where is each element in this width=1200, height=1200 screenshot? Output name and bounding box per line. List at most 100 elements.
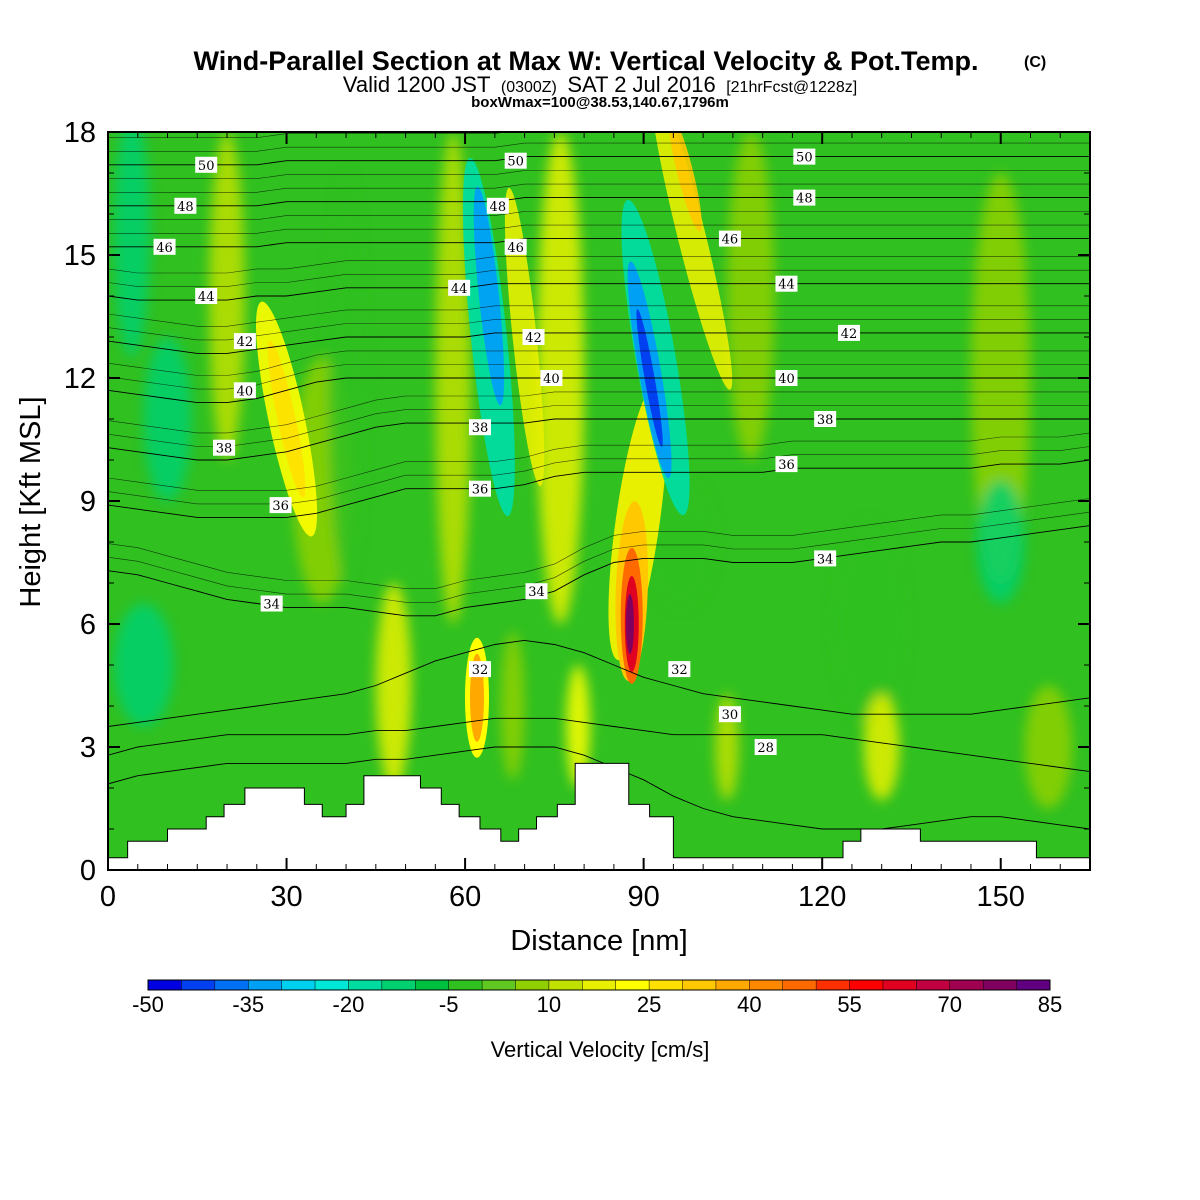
contour-label: 36 [468, 480, 491, 498]
colorbar-swatch [248, 980, 283, 990]
field-band [834, 521, 906, 727]
valid-date: SAT 2 Jul 2016 [567, 72, 715, 97]
colorbar-swatch [749, 980, 784, 990]
colorbar-tick-label: -5 [439, 992, 459, 1017]
velocity-cells [256, 132, 733, 758]
contour-label: 38 [213, 439, 236, 457]
colorbar-swatch [782, 980, 817, 990]
field-band [500, 632, 525, 780]
contour-label-text: 32 [472, 663, 489, 678]
x-tick-label: 120 [798, 881, 846, 913]
theta-contour-minor [108, 364, 1090, 390]
theta-contour-minor [108, 391, 1090, 434]
contour-label-box [504, 238, 527, 255]
field-band [143, 337, 192, 501]
theta-contour [108, 746, 1090, 830]
field-band [113, 132, 150, 358]
contour-label-box [754, 739, 777, 755]
contour-label-text: 44 [198, 290, 215, 305]
y-tick-label: 0 [80, 855, 96, 887]
valid-utc: (0300Z) [501, 79, 557, 96]
theta-contour [108, 639, 1090, 727]
contour-label-box [775, 275, 798, 292]
contour-label: 34 [525, 583, 548, 600]
theta-contour [108, 283, 1090, 301]
contour-label-box [153, 238, 176, 255]
theta-contour-minor [108, 269, 1090, 287]
theta-contour-minor [108, 319, 1090, 341]
contour-label: 36 [269, 497, 292, 514]
contour-label: 44 [775, 275, 798, 293]
theta-contour-minor [108, 142, 1090, 152]
contour-label-text: 30 [722, 708, 739, 723]
valid-line: Valid 1200 JST (0300Z) SAT 2 Jul 2016 [2… [343, 72, 857, 97]
contour-label-text: 36 [472, 483, 489, 498]
colorbar-swatch [816, 980, 851, 990]
theta-contour-minor [108, 305, 1090, 327]
colorbar-label: Vertical Velocity [cm/s] [491, 1037, 710, 1062]
contour-label: 48 [486, 197, 509, 215]
theta-contour-minor [108, 132, 509, 138]
contour-label-text: 46 [156, 241, 173, 256]
colorbar-swatch [415, 980, 450, 990]
theta-contour [108, 459, 1090, 518]
colorbar-tick-label: 10 [537, 992, 561, 1017]
y-tick-label: 18 [64, 117, 96, 149]
theta-contour [108, 238, 1090, 248]
x-tick-label: 150 [977, 881, 1025, 913]
theta-contour-minor [108, 498, 1090, 589]
contour-label-box [448, 279, 471, 296]
y-tick-label: 3 [80, 732, 96, 764]
theta-contour [108, 717, 1090, 773]
colorbar-tick-label: 55 [837, 992, 861, 1017]
colorbar-swatch [548, 980, 583, 990]
theta-contour-minor [108, 183, 1090, 193]
contour-label: 32 [468, 661, 491, 678]
theta-contour-minor [108, 224, 1090, 234]
contour-label-text: 50 [507, 155, 524, 170]
colorbar-swatch [916, 980, 951, 990]
contour-label: 40 [540, 370, 563, 387]
contour-label: 30 [718, 706, 741, 723]
colorbar-tick-label: 70 [938, 992, 962, 1017]
colorbar-swatch [582, 980, 617, 990]
theta-contour-minor [108, 350, 1090, 376]
contour-label: 36 [775, 456, 798, 473]
valid-prefix: Valid 1200 JST [343, 72, 491, 97]
colorbar-swatch [482, 980, 516, 990]
copyright-mark: (C) [1024, 54, 1046, 71]
colorbar-swatch [849, 980, 884, 990]
contour-label-text: 42 [525, 331, 542, 346]
updraft-core [625, 594, 634, 654]
contour-label: 38 [814, 411, 837, 428]
colorbar-tick-label: -35 [232, 992, 264, 1017]
contour-label-text: 46 [507, 241, 524, 256]
contour-label-box [837, 324, 860, 341]
contour-label-text: 34 [528, 585, 545, 600]
x-tick-label: 30 [270, 881, 302, 913]
x-tick-label: 0 [100, 881, 116, 913]
contour-label-box [814, 411, 837, 427]
colorbar-swatch [181, 980, 216, 990]
field-band [976, 480, 1025, 604]
y-axis-label: Height [Kft MSL] [15, 396, 47, 607]
contour-label: 48 [793, 189, 816, 207]
colorbar-tick-label: -20 [333, 992, 365, 1017]
contour-label-text: 32 [671, 663, 688, 678]
contour-label-box [775, 370, 798, 386]
contour-label: 44 [195, 288, 218, 305]
field-band [566, 665, 591, 788]
contour-label-text: 36 [778, 458, 795, 473]
contour-label: 42 [233, 333, 256, 350]
contour-label-text: 44 [451, 282, 468, 297]
contour-label-box [260, 595, 283, 612]
x-axis-label: Distance [nm] [510, 925, 687, 957]
theta-contour-minor [108, 170, 1090, 179]
contour-label: 46 [718, 230, 741, 248]
terrain [108, 762, 1090, 870]
colorbar-swatch [1016, 980, 1051, 990]
colorbar-swatch [515, 980, 550, 990]
contour-label: 50 [195, 156, 218, 174]
